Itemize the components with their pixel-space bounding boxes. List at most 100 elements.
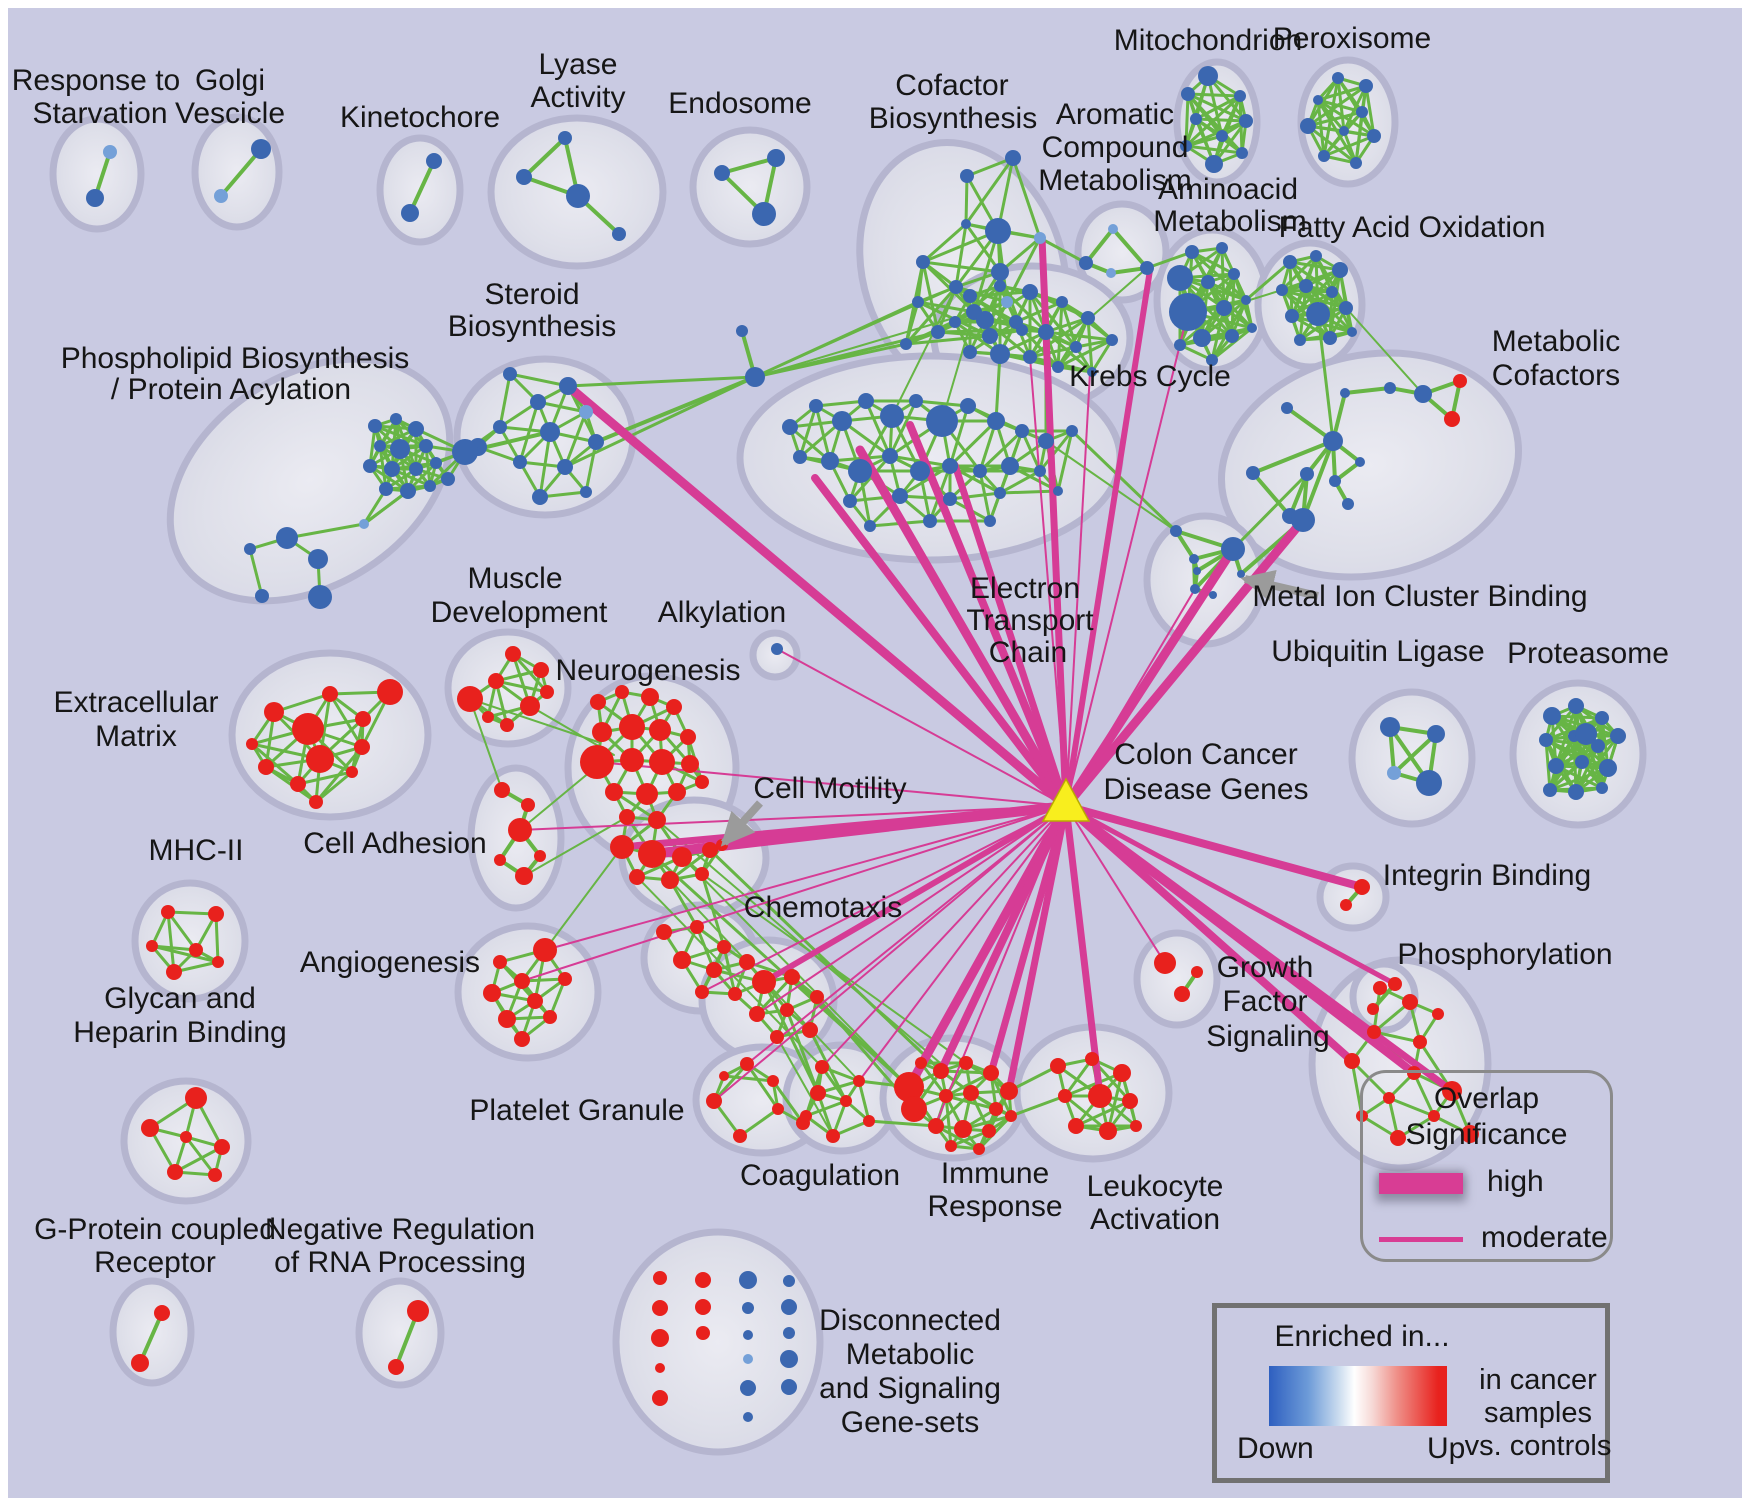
cluster-label-muscle-development: Development — [431, 596, 608, 629]
gene-set-node — [534, 850, 546, 862]
gene-set-node — [1180, 140, 1192, 152]
gene-set-node — [1113, 1064, 1131, 1082]
similarity-edge — [814, 404, 832, 463]
similarity-edge — [921, 222, 968, 264]
gene-set-node — [1291, 508, 1315, 532]
inter-cluster-edge — [566, 375, 757, 388]
gene-set-node — [1347, 327, 1357, 337]
gene-set-node — [1461, 1125, 1479, 1143]
similarity-edge — [1314, 254, 1348, 310]
enrichment-gradient-bar — [1269, 1366, 1447, 1426]
cluster-label-alkylation: Alkylation — [658, 596, 786, 629]
cluster-label-leukocyte-activation: Activation — [1090, 1203, 1220, 1236]
similarity-edge — [1343, 386, 1392, 395]
gene-set-node — [739, 954, 755, 970]
overlap-edge-moderate — [1065, 371, 1091, 807]
gene-set-node — [167, 1164, 183, 1180]
gene-set-node — [1206, 354, 1218, 366]
gene-set-node — [1428, 1110, 1440, 1122]
similarity-edge — [978, 429, 1024, 473]
overlap-edge-high — [1062, 802, 1456, 1095]
similarity-edge — [166, 910, 176, 974]
similarity-edge — [1316, 98, 1376, 138]
cluster-label-metabolic-cofactors: Metabolic — [1492, 325, 1620, 358]
gene-set-node — [452, 439, 478, 465]
gene-set-nodes — [86, 66, 1626, 1422]
gene-set-node — [1342, 498, 1354, 510]
gene-set-node — [915, 1057, 927, 1069]
gene-set-node — [514, 973, 530, 989]
gene-set-node — [292, 713, 324, 745]
overlap-edge-moderate — [521, 805, 1067, 982]
gene-set-node — [690, 920, 704, 934]
gene-set-node — [695, 775, 709, 789]
gene-set-node — [1591, 739, 1605, 753]
gene-set-node — [390, 413, 402, 425]
gene-set-node — [1169, 293, 1207, 331]
gene-set-node — [1367, 1003, 1379, 1015]
gene-set-node — [900, 338, 912, 350]
gene-set-node — [1340, 899, 1352, 911]
enrichment-up-label: Up — [1427, 1432, 1466, 1465]
gene-set-node — [1174, 339, 1186, 351]
similarity-edge — [1342, 84, 1368, 133]
gene-set-node — [656, 924, 672, 940]
gene-set-node — [1023, 350, 1037, 364]
gene-set-node — [733, 1129, 747, 1143]
similarity-edge — [798, 404, 818, 459]
similarity-edge — [1005, 236, 1042, 304]
gene-set-node — [1225, 329, 1239, 343]
similarity-edge — [857, 1079, 871, 1123]
cluster-label-golgi-vescicle: Golgi — [195, 64, 265, 97]
gene-set-node — [739, 1271, 757, 1289]
overlap-edge-high — [1062, 802, 1104, 1100]
gene-set-node — [743, 1412, 753, 1422]
inter-cluster-edge — [1089, 267, 1148, 319]
similarity-edge — [1038, 429, 1074, 473]
similarity-edge — [508, 372, 570, 388]
similarity-edge — [948, 404, 970, 468]
gene-set-node — [991, 263, 1009, 281]
gene-set-node — [1543, 707, 1561, 725]
gene-set-node — [770, 1030, 784, 1044]
gene-set-node — [214, 1139, 230, 1155]
similarity-edge — [1322, 134, 1376, 158]
gene-set-node — [976, 311, 994, 329]
cluster-label-aromatic-compound-metabolism: Compound — [1042, 131, 1189, 164]
overlap-edge-moderate — [544, 805, 1067, 951]
gene-set-node — [610, 835, 634, 859]
similarity-edge — [328, 692, 364, 749]
overlap-edge-high — [563, 381, 1071, 811]
gene-set-node — [1174, 986, 1190, 1002]
gene-set-node — [989, 1102, 1003, 1116]
gene-set-node — [1236, 147, 1248, 159]
gene-set-node — [208, 1168, 222, 1182]
gene-set-node — [1241, 295, 1251, 305]
similarity-edge — [1306, 110, 1364, 128]
gene-set-node — [882, 448, 898, 464]
gene-set-node — [212, 956, 224, 968]
similarity-edge — [1194, 117, 1248, 123]
gene-set-node — [1548, 758, 1564, 774]
gene-set-node — [652, 1300, 668, 1316]
overlap-edge-high — [1063, 267, 1153, 809]
gene-set-node — [1201, 275, 1215, 289]
gene-set-node — [557, 459, 573, 475]
similarity-edge — [1548, 760, 1584, 792]
gene-set-node — [1001, 296, 1013, 308]
gene-set-node — [1432, 1008, 1444, 1020]
gene-set-node — [612, 227, 626, 241]
gene-set-node — [1058, 1089, 1072, 1103]
legend-overlap-title: Overlap Significance — [1363, 1081, 1610, 1153]
similarity-edge — [584, 440, 598, 494]
cluster-label-chemotaxis: Chemotaxis — [744, 891, 902, 924]
similarity-edge — [1184, 134, 1224, 148]
overlap-edge-moderate — [519, 805, 1067, 831]
similarity-edge — [1372, 1030, 1422, 1044]
pointer-arrow — [720, 800, 763, 847]
gene-set-node — [736, 325, 748, 337]
overlap-edge-moderate — [1065, 311, 1189, 807]
gene-set-node — [1373, 981, 1387, 995]
gene-set-node — [954, 1120, 972, 1138]
gene-set-node — [1339, 301, 1353, 315]
